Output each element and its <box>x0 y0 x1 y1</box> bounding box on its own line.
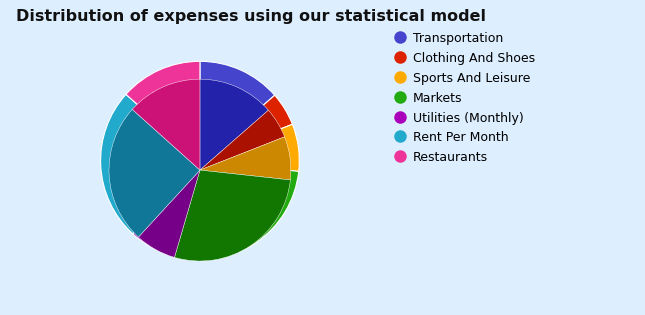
Wedge shape <box>200 79 268 170</box>
Wedge shape <box>132 79 200 170</box>
Wedge shape <box>101 94 200 234</box>
Wedge shape <box>174 170 290 261</box>
Text: 13.4%: 13.4% <box>151 91 192 104</box>
Wedge shape <box>172 161 299 260</box>
Wedge shape <box>133 161 200 256</box>
Wedge shape <box>126 61 200 161</box>
Wedge shape <box>200 137 291 180</box>
Text: 13.6%: 13.6% <box>208 91 249 104</box>
Wedge shape <box>109 109 200 237</box>
Text: 7.3%: 7.3% <box>150 215 182 228</box>
Wedge shape <box>200 61 275 161</box>
Wedge shape <box>139 170 200 257</box>
Legend: Transportation, Clothing And Shoes, Sports And Leisure, Markets, Utilities (Mont: Transportation, Clothing And Shoes, Spor… <box>393 28 539 168</box>
Wedge shape <box>200 95 292 161</box>
Wedge shape <box>200 110 284 170</box>
Text: 24.8%: 24.8% <box>110 158 151 170</box>
Text: Distribution of expenses using our statistical model: Distribution of expenses using our stati… <box>16 9 486 25</box>
Wedge shape <box>200 124 299 171</box>
Text: 27.8%: 27.8% <box>218 212 259 225</box>
